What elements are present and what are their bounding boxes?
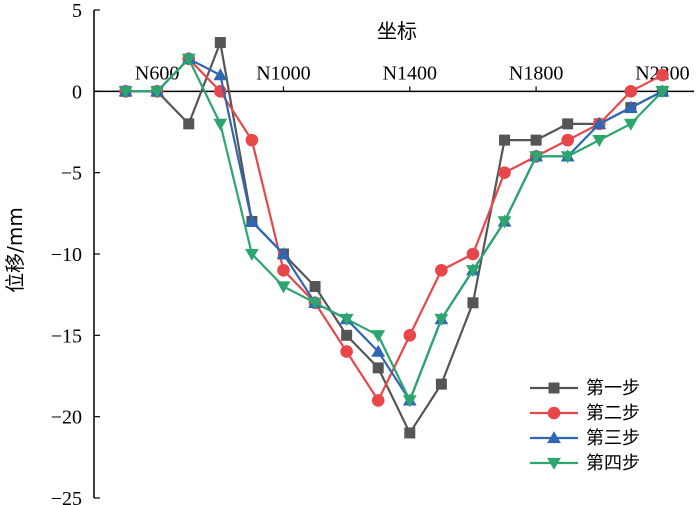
x-tick-label: N1000 <box>256 62 310 84</box>
y-tick-label: −15 <box>51 325 82 347</box>
data-point <box>181 53 196 66</box>
data-point <box>309 281 321 293</box>
data-point <box>214 37 226 49</box>
legend-marker <box>547 406 561 420</box>
y-tick-label: −20 <box>51 407 82 429</box>
data-point <box>308 297 322 310</box>
data-point <box>339 313 354 326</box>
data-point <box>150 86 165 99</box>
data-point <box>245 248 259 261</box>
data-point <box>466 265 480 278</box>
data-point <box>434 313 449 326</box>
series-layer <box>118 37 670 439</box>
data-point <box>562 118 574 130</box>
legend-label: 第一步 <box>586 378 640 399</box>
data-point <box>341 329 353 341</box>
data-point <box>656 68 669 82</box>
data-point <box>592 134 607 148</box>
data-point <box>402 395 417 408</box>
data-point <box>530 134 542 146</box>
data-point <box>403 329 417 342</box>
series-line <box>125 57 663 402</box>
data-point <box>529 151 543 164</box>
data-point <box>561 133 574 147</box>
x-tick-label: N1800 <box>509 62 563 84</box>
legend-label: 第四步 <box>586 453 640 474</box>
data-point <box>497 216 512 229</box>
x-tick-label: N1400 <box>383 62 437 84</box>
y-tick-labels: 5 0 −5 −10 −15 −20 −25 <box>51 0 100 505</box>
data-point <box>404 427 416 439</box>
data-point <box>245 214 259 227</box>
data-point <box>623 100 638 113</box>
legend-label: 第二步 <box>586 403 640 424</box>
series-2 <box>119 52 669 407</box>
data-point <box>435 263 448 277</box>
data-point <box>277 263 290 277</box>
series-line <box>125 57 663 402</box>
data-point <box>466 247 480 261</box>
y-tick-label: −25 <box>51 488 82 505</box>
legend-item: 第四步 <box>530 453 640 474</box>
data-point <box>183 118 195 130</box>
y-tick-label: −5 <box>61 163 82 185</box>
y-axis-title: 位移/mm <box>3 207 27 293</box>
data-point <box>245 133 259 147</box>
legend-marker <box>547 457 561 470</box>
legend-label: 第三步 <box>586 428 640 449</box>
data-point <box>655 86 670 99</box>
data-point <box>371 344 386 357</box>
x-axis-title: 坐标 <box>377 19 417 43</box>
data-point <box>213 118 228 131</box>
data-point <box>435 378 447 390</box>
data-point <box>340 345 353 358</box>
legend-marker <box>548 382 560 394</box>
legend-item: 第一步 <box>530 378 640 399</box>
x-tick-label: N600 <box>135 62 179 84</box>
data-point <box>623 118 638 131</box>
data-point <box>213 68 228 81</box>
legend-item: 第二步 <box>530 403 640 424</box>
data-point <box>498 166 511 179</box>
data-point <box>467 297 479 309</box>
data-point <box>371 330 386 343</box>
data-point <box>371 394 385 407</box>
series-line <box>125 57 664 402</box>
legend-item: 第三步 <box>530 428 640 449</box>
data-point <box>276 281 291 294</box>
data-point <box>499 134 511 146</box>
data-point <box>372 362 384 374</box>
y-tick-label: 0 <box>72 81 82 103</box>
data-point <box>276 247 291 260</box>
y-tick-label: 5 <box>72 0 82 22</box>
series-3 <box>118 51 670 406</box>
legend-marker <box>547 431 561 444</box>
data-point <box>118 86 133 99</box>
data-point <box>592 116 607 130</box>
data-point <box>624 85 638 98</box>
y-tick-label: −10 <box>51 244 82 266</box>
series-4 <box>118 53 670 408</box>
data-point <box>560 151 575 164</box>
